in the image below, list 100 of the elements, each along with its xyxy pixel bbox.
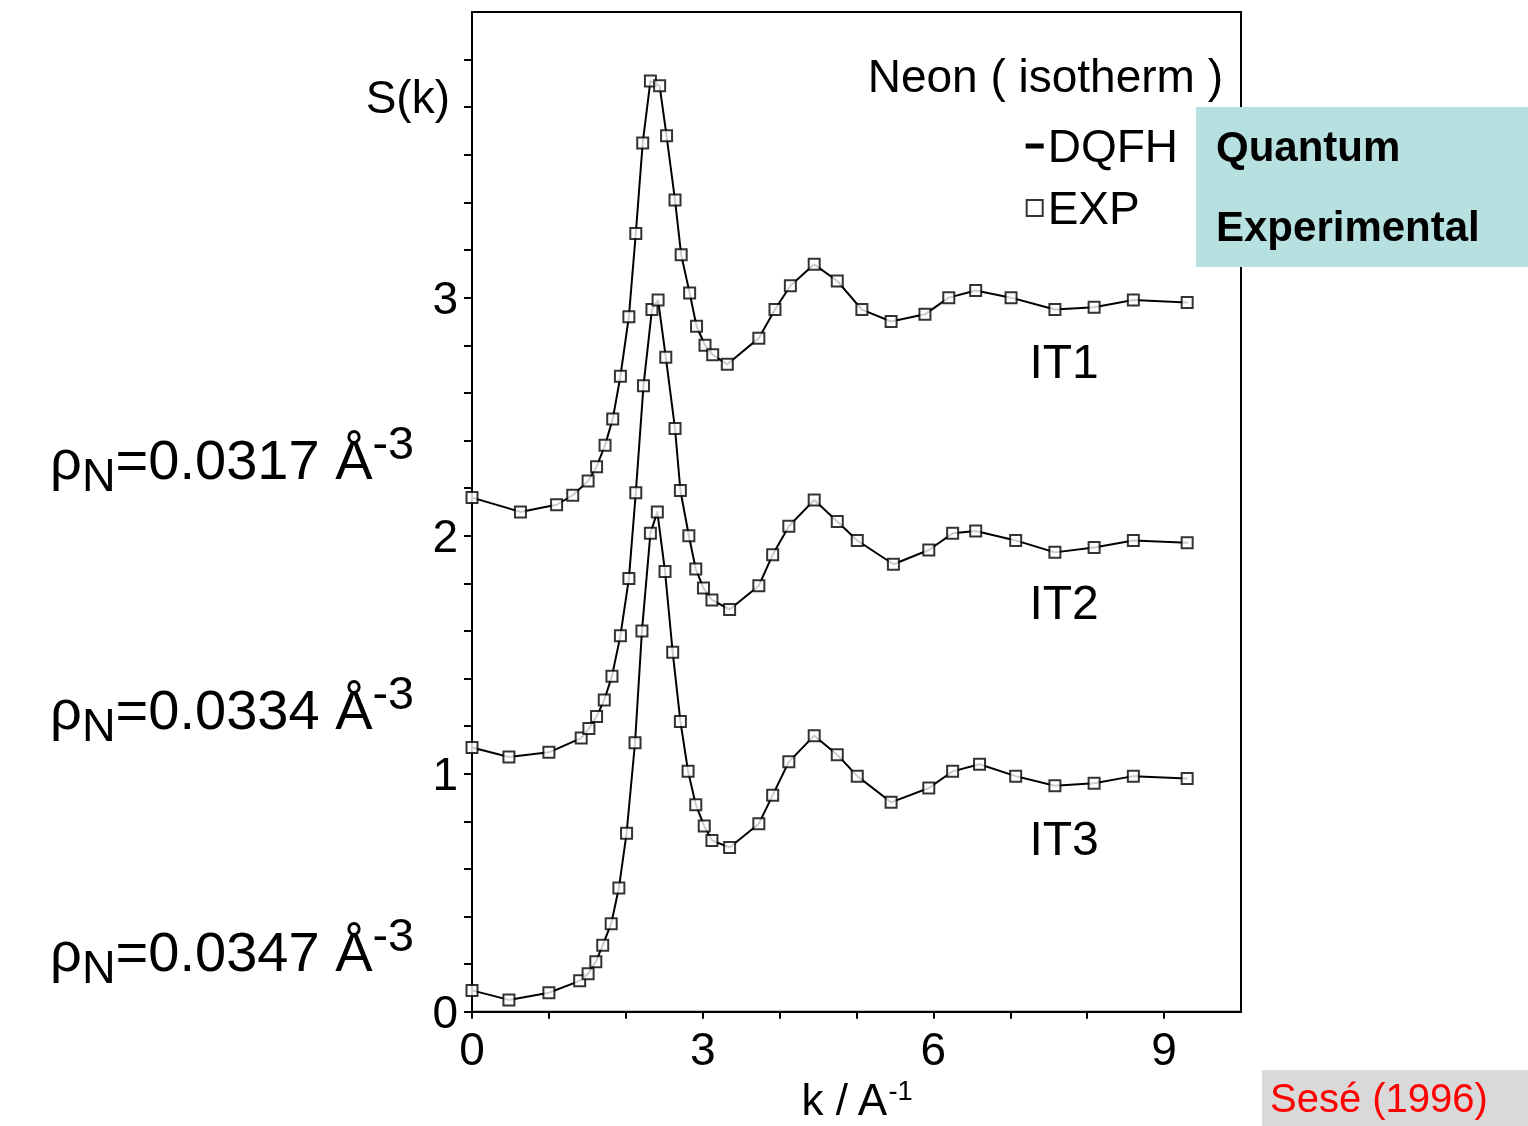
point: [629, 226, 643, 240]
point: [705, 833, 719, 847]
text-panel: Sesé (1996): [1262, 1070, 1528, 1126]
y-tick-label: 2: [432, 509, 458, 562]
point: [886, 557, 900, 571]
point: [1180, 295, 1194, 309]
x-tick-label: 9: [1151, 1022, 1177, 1075]
point: [668, 422, 682, 436]
point: [1048, 545, 1062, 559]
point: [690, 319, 704, 333]
point: [653, 79, 667, 93]
point: [681, 764, 695, 778]
y-tick-label: 0: [432, 985, 458, 1038]
point: [581, 967, 595, 981]
point: [1180, 536, 1194, 550]
point: [696, 581, 710, 595]
point: [706, 348, 720, 362]
point: [620, 826, 634, 840]
point: [752, 817, 766, 831]
point: [636, 136, 650, 150]
point: [922, 781, 936, 795]
point: [628, 736, 642, 750]
point: [1087, 541, 1101, 555]
point: [542, 986, 556, 1000]
point: [782, 519, 796, 533]
x-tick-label: 3: [689, 1022, 716, 1075]
point: [613, 369, 627, 383]
y-tick-label: 1: [432, 747, 458, 800]
point: [723, 603, 737, 616]
text: Neon ( isotherm ): [867, 50, 1224, 102]
point: [782, 755, 796, 769]
point: [590, 460, 604, 474]
point: [766, 788, 780, 802]
point: [946, 764, 960, 778]
legend-label: EXP: [1047, 182, 1140, 234]
text: ρ$_{N}$=0.0347 Å$^{-3}$: [50, 908, 414, 996]
point: [855, 303, 869, 317]
point: [636, 379, 650, 393]
point: [465, 491, 479, 505]
point: [752, 331, 766, 345]
point: [1048, 779, 1062, 793]
legend-label: DQFH: [1047, 120, 1179, 172]
point: [668, 193, 682, 207]
point: [723, 841, 737, 855]
point: [884, 795, 898, 809]
text-panel: Experimental: [1196, 187, 1528, 267]
point: [650, 505, 664, 519]
point: [674, 248, 688, 262]
point: [606, 412, 620, 426]
point: [1180, 772, 1194, 786]
annotation: IT1: [1029, 335, 1099, 389]
point: [622, 572, 636, 586]
point: [683, 286, 697, 300]
point: [513, 505, 527, 519]
point: [807, 729, 821, 743]
point: [973, 757, 987, 771]
point: [689, 798, 703, 812]
point: [597, 693, 611, 707]
annotation: IT2: [1029, 575, 1099, 629]
point: [643, 526, 657, 540]
point: [752, 579, 766, 593]
point: [1009, 533, 1023, 547]
point: [705, 593, 719, 607]
point: [1126, 533, 1140, 547]
point: [651, 293, 665, 307]
point: [850, 533, 864, 547]
y-tick-label: 3: [432, 271, 458, 324]
point: [582, 722, 596, 736]
point: [884, 314, 898, 328]
point: [807, 257, 821, 271]
point: [613, 629, 627, 643]
point: [720, 357, 734, 371]
point: [658, 564, 672, 578]
point: [918, 307, 932, 321]
point: [1087, 776, 1101, 790]
point: [635, 624, 649, 638]
point: [807, 493, 821, 507]
point: [629, 486, 643, 500]
point: [550, 498, 564, 512]
point: [1126, 293, 1140, 307]
point: [673, 714, 687, 728]
point: [598, 438, 612, 452]
point: [1004, 291, 1018, 305]
point: [590, 710, 604, 724]
annotation: IT3: [1029, 811, 1099, 865]
point: [783, 279, 797, 293]
point: [660, 129, 674, 143]
point: [850, 769, 864, 783]
point: [604, 917, 618, 931]
point: [969, 284, 983, 298]
point: [566, 488, 580, 502]
point: [969, 524, 983, 538]
point: [946, 526, 960, 540]
text-panel: Quantum: [1196, 107, 1528, 187]
point: [922, 543, 936, 557]
point: [502, 993, 516, 1007]
point: [574, 731, 588, 745]
point: [1087, 300, 1101, 314]
point: [673, 483, 687, 497]
point: [830, 748, 844, 762]
